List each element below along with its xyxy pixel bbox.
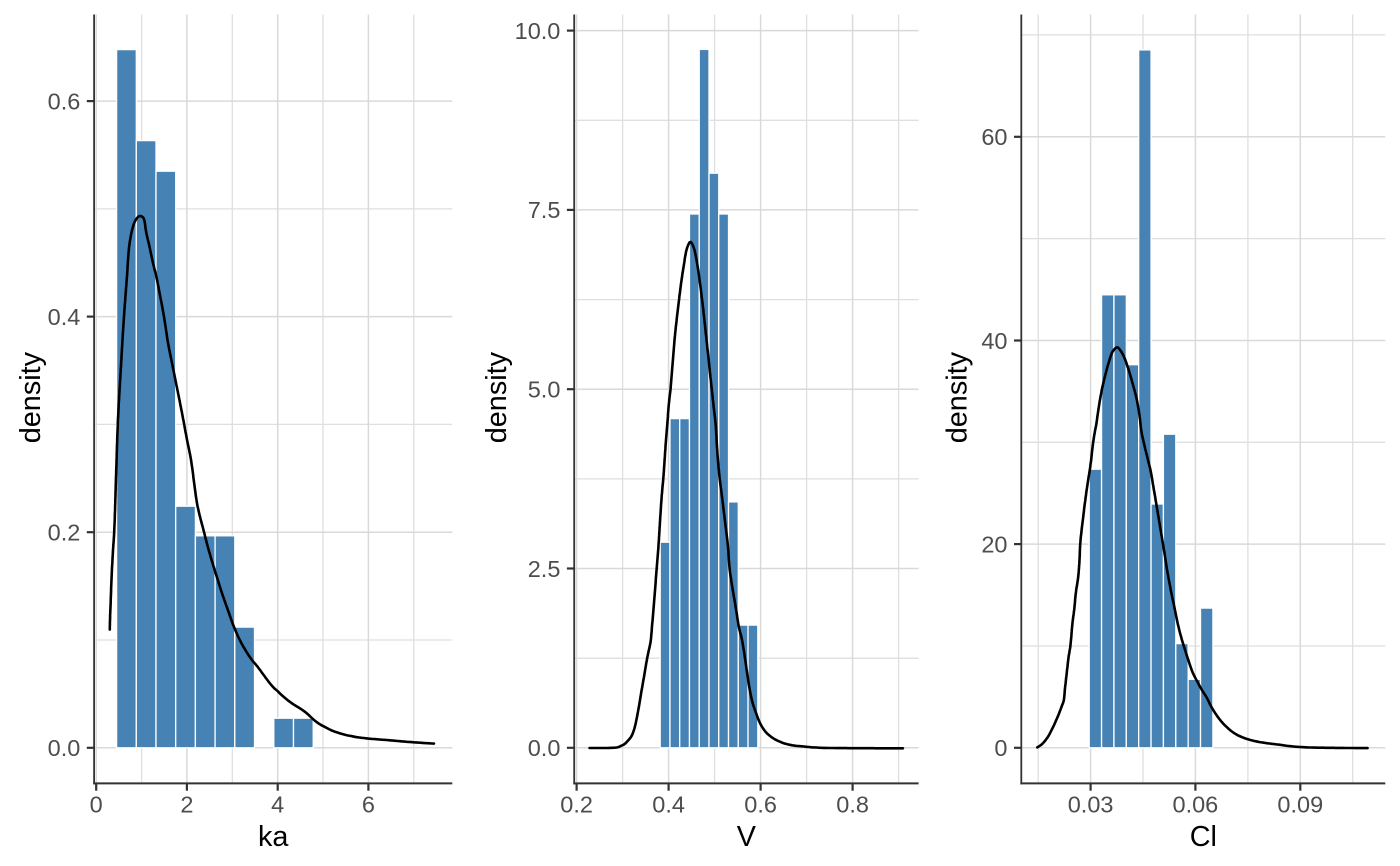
svg-text:0.6: 0.6 — [48, 88, 81, 114]
svg-text:7.5: 7.5 — [528, 197, 561, 223]
svg-text:0: 0 — [994, 735, 1007, 761]
svg-text:V: V — [737, 821, 757, 853]
svg-text:20: 20 — [981, 531, 1007, 557]
svg-text:0.0: 0.0 — [528, 735, 561, 761]
svg-text:40: 40 — [981, 328, 1007, 354]
svg-text:5.0: 5.0 — [528, 377, 561, 403]
svg-text:0.6: 0.6 — [744, 792, 777, 818]
svg-text:density: density — [942, 351, 974, 443]
svg-text:10.0: 10.0 — [515, 18, 561, 44]
svg-text:Cl: Cl — [1190, 821, 1217, 853]
svg-text:ka: ka — [258, 821, 289, 853]
svg-text:0.2: 0.2 — [560, 792, 593, 818]
svg-text:0.4: 0.4 — [652, 792, 685, 818]
svg-text:6: 6 — [362, 792, 375, 818]
svg-text:0: 0 — [90, 792, 103, 818]
svg-text:0.03: 0.03 — [1068, 792, 1114, 818]
svg-text:0.0: 0.0 — [48, 735, 81, 761]
svg-text:4: 4 — [271, 792, 284, 818]
svg-text:density: density — [15, 351, 47, 443]
svg-text:0.09: 0.09 — [1277, 792, 1323, 818]
svg-text:0.2: 0.2 — [48, 520, 81, 546]
svg-text:60: 60 — [981, 124, 1007, 150]
svg-text:density: density — [481, 351, 513, 443]
svg-text:2: 2 — [180, 792, 193, 818]
svg-text:0.4: 0.4 — [48, 304, 81, 330]
svg-text:0.8: 0.8 — [836, 792, 869, 818]
svg-text:2.5: 2.5 — [528, 556, 561, 582]
svg-text:0.06: 0.06 — [1173, 792, 1219, 818]
